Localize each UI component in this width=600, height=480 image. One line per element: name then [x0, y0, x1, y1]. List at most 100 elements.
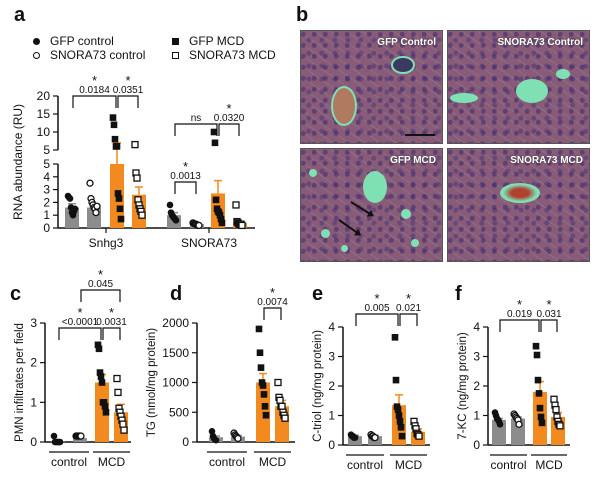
significance-star: * — [183, 159, 188, 174]
significance-bracket — [355, 313, 399, 326]
group-label-mcd: MCD — [259, 455, 287, 469]
data-point — [234, 434, 242, 443]
data-point — [217, 215, 225, 223]
data-point — [276, 396, 284, 405]
significance-star: * — [406, 291, 411, 306]
legend-gfp-mcd: GFP MCD — [172, 34, 244, 48]
y-axis-label: RNA abundance (RU) — [11, 104, 25, 220]
legend-snora73-mcd: SNORA73 MCD — [172, 48, 276, 62]
data-point — [255, 325, 263, 333]
p-value-label: 0.021 — [396, 303, 421, 314]
y-tick-label: 4 — [328, 320, 335, 334]
data-point — [195, 221, 203, 230]
data-point — [95, 345, 103, 353]
p-value-label: 0.045 — [88, 279, 113, 290]
data-point — [262, 411, 270, 419]
data-point — [257, 364, 265, 371]
data-point — [391, 334, 399, 341]
data-point — [71, 205, 79, 213]
p-value-label: 0.019 — [507, 309, 532, 320]
data-point — [113, 374, 121, 383]
data-point — [256, 349, 264, 357]
data-point — [133, 174, 141, 182]
y-tick-label: 2 — [30, 356, 37, 370]
data-point — [113, 143, 121, 150]
data-point — [110, 121, 118, 129]
histology-snora73-control: SNORA73 Control — [447, 30, 590, 144]
y-tick-label: 3 — [328, 350, 335, 364]
data-point — [556, 422, 564, 430]
data-point — [259, 382, 267, 389]
chart-panel-e: 0 1 2 3 4 C-triol (ng/mg protein) control MCD 0.… — [312, 291, 430, 472]
data-point — [86, 179, 94, 187]
data-point — [397, 424, 405, 431]
data-point — [93, 202, 101, 210]
y-axis-label: TG (nmol/mg protein) — [146, 328, 158, 437]
group-label-control: control — [490, 458, 526, 472]
significance-star: * — [125, 73, 130, 88]
data-point — [396, 418, 404, 425]
significance-bracket — [399, 313, 418, 326]
significance-bracket — [80, 289, 121, 302]
significance-bracket — [174, 181, 197, 194]
significance-star: * — [92, 73, 97, 88]
data-point — [100, 399, 108, 406]
histology-gfp-control: GFP Control — [300, 30, 443, 144]
histology-gfp-mcd: GFP MCD — [300, 148, 443, 262]
y-tick-label: 0 — [473, 438, 480, 452]
y-tick-label: 2 — [473, 379, 480, 393]
data-point — [392, 376, 400, 384]
data-point — [278, 402, 286, 410]
filled-circle-icon — [33, 37, 40, 45]
y-axis-label: 7-KC (ng/mg protein) — [457, 332, 469, 440]
significance-bracket — [58, 327, 102, 340]
y-tick-label: 4 — [43, 170, 50, 184]
y-axis-label: PMN infiltrates per field — [14, 323, 26, 442]
data-point — [415, 432, 423, 440]
data-point — [116, 205, 124, 213]
filled-square-icon — [172, 37, 179, 45]
p-value-label: 0.0031 — [96, 317, 127, 328]
data-point — [92, 208, 100, 217]
p-value-label: 0.0351 — [113, 85, 144, 96]
y-tick-label: 2000 — [162, 316, 189, 330]
tile-label: SNORA73 Control — [497, 37, 583, 48]
data-point — [232, 201, 240, 209]
data-point — [172, 217, 180, 224]
data-point — [274, 378, 282, 387]
significance-star: * — [270, 285, 275, 300]
data-point — [138, 211, 146, 219]
significance-star: * — [109, 305, 114, 320]
legend-snora73-control: SNORA73 control — [33, 48, 145, 62]
histology-snora73-mcd: SNORA73 MCD — [447, 148, 590, 262]
significance-star: * — [517, 297, 522, 312]
significance-bracket — [540, 319, 558, 332]
y-tick-label: 20 — [37, 89, 51, 103]
data-point — [211, 139, 219, 147]
data-point — [238, 221, 246, 230]
data-point — [56, 438, 64, 446]
y-tick-label: 1 — [328, 409, 335, 423]
data-point — [398, 432, 406, 440]
data-point — [97, 373, 105, 380]
data-point — [111, 135, 119, 143]
p-value-label: 0.0320 — [214, 113, 245, 124]
group-label-mcd: MCD — [395, 458, 423, 472]
significance-star: * — [374, 291, 379, 306]
significance-star: * — [226, 101, 231, 116]
data-point — [94, 341, 102, 349]
p-value-label: ns — [191, 113, 202, 124]
legend-gfp-control: GFP control — [33, 34, 114, 48]
y-tick-label: 5 — [43, 143, 50, 157]
y-tick-label: 0 — [328, 438, 335, 452]
y-tick-label: 1 — [473, 409, 480, 423]
data-point — [98, 379, 106, 386]
data-point — [96, 369, 104, 376]
data-point — [281, 414, 289, 422]
data-point — [50, 432, 58, 440]
significance-bracket — [174, 123, 218, 136]
x-category-label: SNORA73 — [181, 236, 237, 250]
data-point — [537, 413, 545, 421]
data-point — [114, 190, 122, 197]
